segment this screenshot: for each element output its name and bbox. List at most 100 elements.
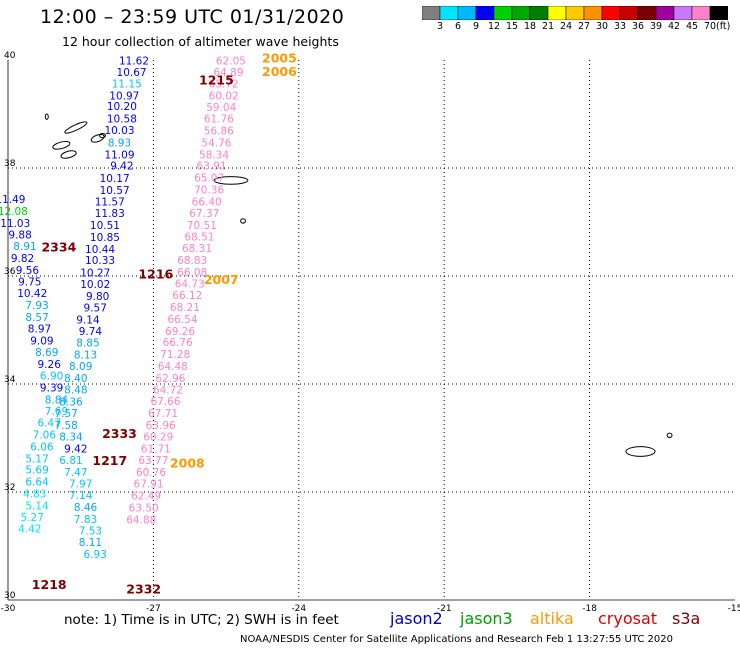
swh-value: 8.85 xyxy=(76,338,99,350)
track-time-label: 2332 xyxy=(126,582,161,597)
track-time-label: 2334 xyxy=(41,240,76,255)
x-tick-label: -24 xyxy=(291,604,306,614)
swh-value: 71.28 xyxy=(160,349,190,361)
swh-value: 64.73 xyxy=(175,278,205,290)
y-tick-label: 36 xyxy=(4,267,16,277)
swh-value: 10.03 xyxy=(104,125,134,137)
swh-value: 8.46 xyxy=(74,502,98,514)
swh-value: 65.07 xyxy=(194,173,224,185)
swh-value: 8.09 xyxy=(69,361,92,373)
swh-value: 10.33 xyxy=(85,255,115,267)
legend-label: 45 xyxy=(685,21,699,32)
swh-value: 6.81 xyxy=(59,455,82,467)
legend-label: 39 xyxy=(649,21,663,32)
swh-value: 4.83 xyxy=(23,488,46,500)
track-time-label: 2005 xyxy=(262,51,297,66)
swh-value: 62.49 xyxy=(131,491,161,503)
swh-value: 10.57 xyxy=(100,185,130,197)
footnote: note: 1) Time is in UTC; 2) SWH is in fe… xyxy=(64,612,339,628)
swh-value: 10.51 xyxy=(90,220,120,232)
legend-label: 18 xyxy=(523,21,537,32)
swh-value: 67.37 xyxy=(189,208,219,220)
swh-value: 6.90 xyxy=(40,371,63,383)
satellite-legend-item: cryosat xyxy=(598,609,658,628)
swh-value: 9.26 xyxy=(38,359,62,371)
swh-value: 66.76 xyxy=(163,337,193,349)
swh-value: 5.14 xyxy=(25,500,49,512)
island-outline xyxy=(60,150,77,159)
swh-value: 8.84 xyxy=(45,394,69,406)
legend-label: 3 xyxy=(436,21,444,32)
swh-value: 9.88 xyxy=(8,230,31,242)
track-time-label: 2008 xyxy=(170,456,205,471)
y-tick-label: 40 xyxy=(4,51,16,61)
swh-value: 7.57 xyxy=(54,408,77,420)
swh-value: 7.93 xyxy=(25,300,48,312)
swh-value: 7.97 xyxy=(69,479,92,491)
x-tick-label: -18 xyxy=(582,604,597,614)
swh-value: 10.42 xyxy=(17,288,47,300)
swh-value: 6.93 xyxy=(84,549,107,561)
swh-value: 9.39 xyxy=(40,383,63,395)
swh-value: 67.91 xyxy=(134,479,164,491)
swh-value: 5.27 xyxy=(21,512,44,524)
swh-value: 10.17 xyxy=(100,173,130,185)
swh-value: 5.69 xyxy=(25,465,48,477)
swh-value: 64.88 xyxy=(126,514,156,526)
swh-value: 63.50 xyxy=(129,502,159,514)
swh-value: 7.58 xyxy=(54,420,77,432)
swh-value: 8.97 xyxy=(28,324,51,336)
swh-value: 68.51 xyxy=(184,231,214,243)
island-outline xyxy=(64,121,88,134)
swh-value: 8.91 xyxy=(13,241,36,253)
track-time-label: 1218 xyxy=(32,577,67,592)
swh-value: 6.06 xyxy=(30,441,54,453)
swh-value: 62.05 xyxy=(216,55,246,67)
swh-value: 61.71 xyxy=(141,444,171,456)
swh-value: 9.56 xyxy=(16,265,40,277)
satellite-legend-item: s3a xyxy=(672,609,701,628)
swh-value: 8.11 xyxy=(79,537,102,549)
legend-label: 27 xyxy=(577,21,591,32)
swh-value: 7.06 xyxy=(33,430,57,442)
page-subtitle: 12 hour collection of altimeter wave hei… xyxy=(62,34,339,49)
satellite-legend-item: jason2 xyxy=(390,609,443,628)
swh-value: 61.76 xyxy=(204,114,234,126)
swh-value: 67.66 xyxy=(150,396,180,408)
swh-value: 59.04 xyxy=(206,102,236,114)
legend-label: 70 xyxy=(703,21,717,32)
swh-value: 10.97 xyxy=(109,90,139,102)
swh-value: 68.83 xyxy=(177,255,207,267)
swh-value: 10.27 xyxy=(80,268,110,280)
swh-value: 9.57 xyxy=(84,303,107,315)
swh-value: 70.36 xyxy=(194,184,224,196)
swh-value: 11.03 xyxy=(0,218,30,230)
swh-value: 4.42 xyxy=(18,524,41,536)
swh-value: 62.96 xyxy=(155,373,185,385)
swh-value: 6.47 xyxy=(38,418,61,430)
swh-value: 8.34 xyxy=(59,432,83,444)
swh-value: 10.85 xyxy=(90,232,120,244)
swh-value: 11.57 xyxy=(95,196,125,208)
legend-swatch xyxy=(709,6,728,20)
swh-value: 10.20 xyxy=(107,101,137,113)
swh-value: 70.51 xyxy=(187,220,217,232)
swh-value: 7.53 xyxy=(79,526,102,538)
swh-value: 11.83 xyxy=(95,208,125,220)
legend-label: 9 xyxy=(472,21,480,32)
swh-value: 10.02 xyxy=(80,279,110,291)
swh-value: 66.08 xyxy=(177,267,207,279)
swh-value: 66.40 xyxy=(192,196,222,208)
x-tick-label: -21 xyxy=(437,604,452,614)
swh-value: 7.69 xyxy=(45,406,68,418)
y-tick-label: 32 xyxy=(4,483,15,493)
swh-value: 60.29 xyxy=(143,432,173,444)
legend-unit: (ft) xyxy=(716,21,731,32)
track-time-label: 1217 xyxy=(92,453,127,468)
swh-value: 9.14 xyxy=(76,315,100,327)
swh-value: 63.91 xyxy=(197,161,227,173)
island-outline xyxy=(625,446,656,457)
satellite-legend-item: altika xyxy=(530,609,574,628)
track-time-label: 1216 xyxy=(138,267,173,282)
swh-value: 64.48 xyxy=(158,361,188,373)
